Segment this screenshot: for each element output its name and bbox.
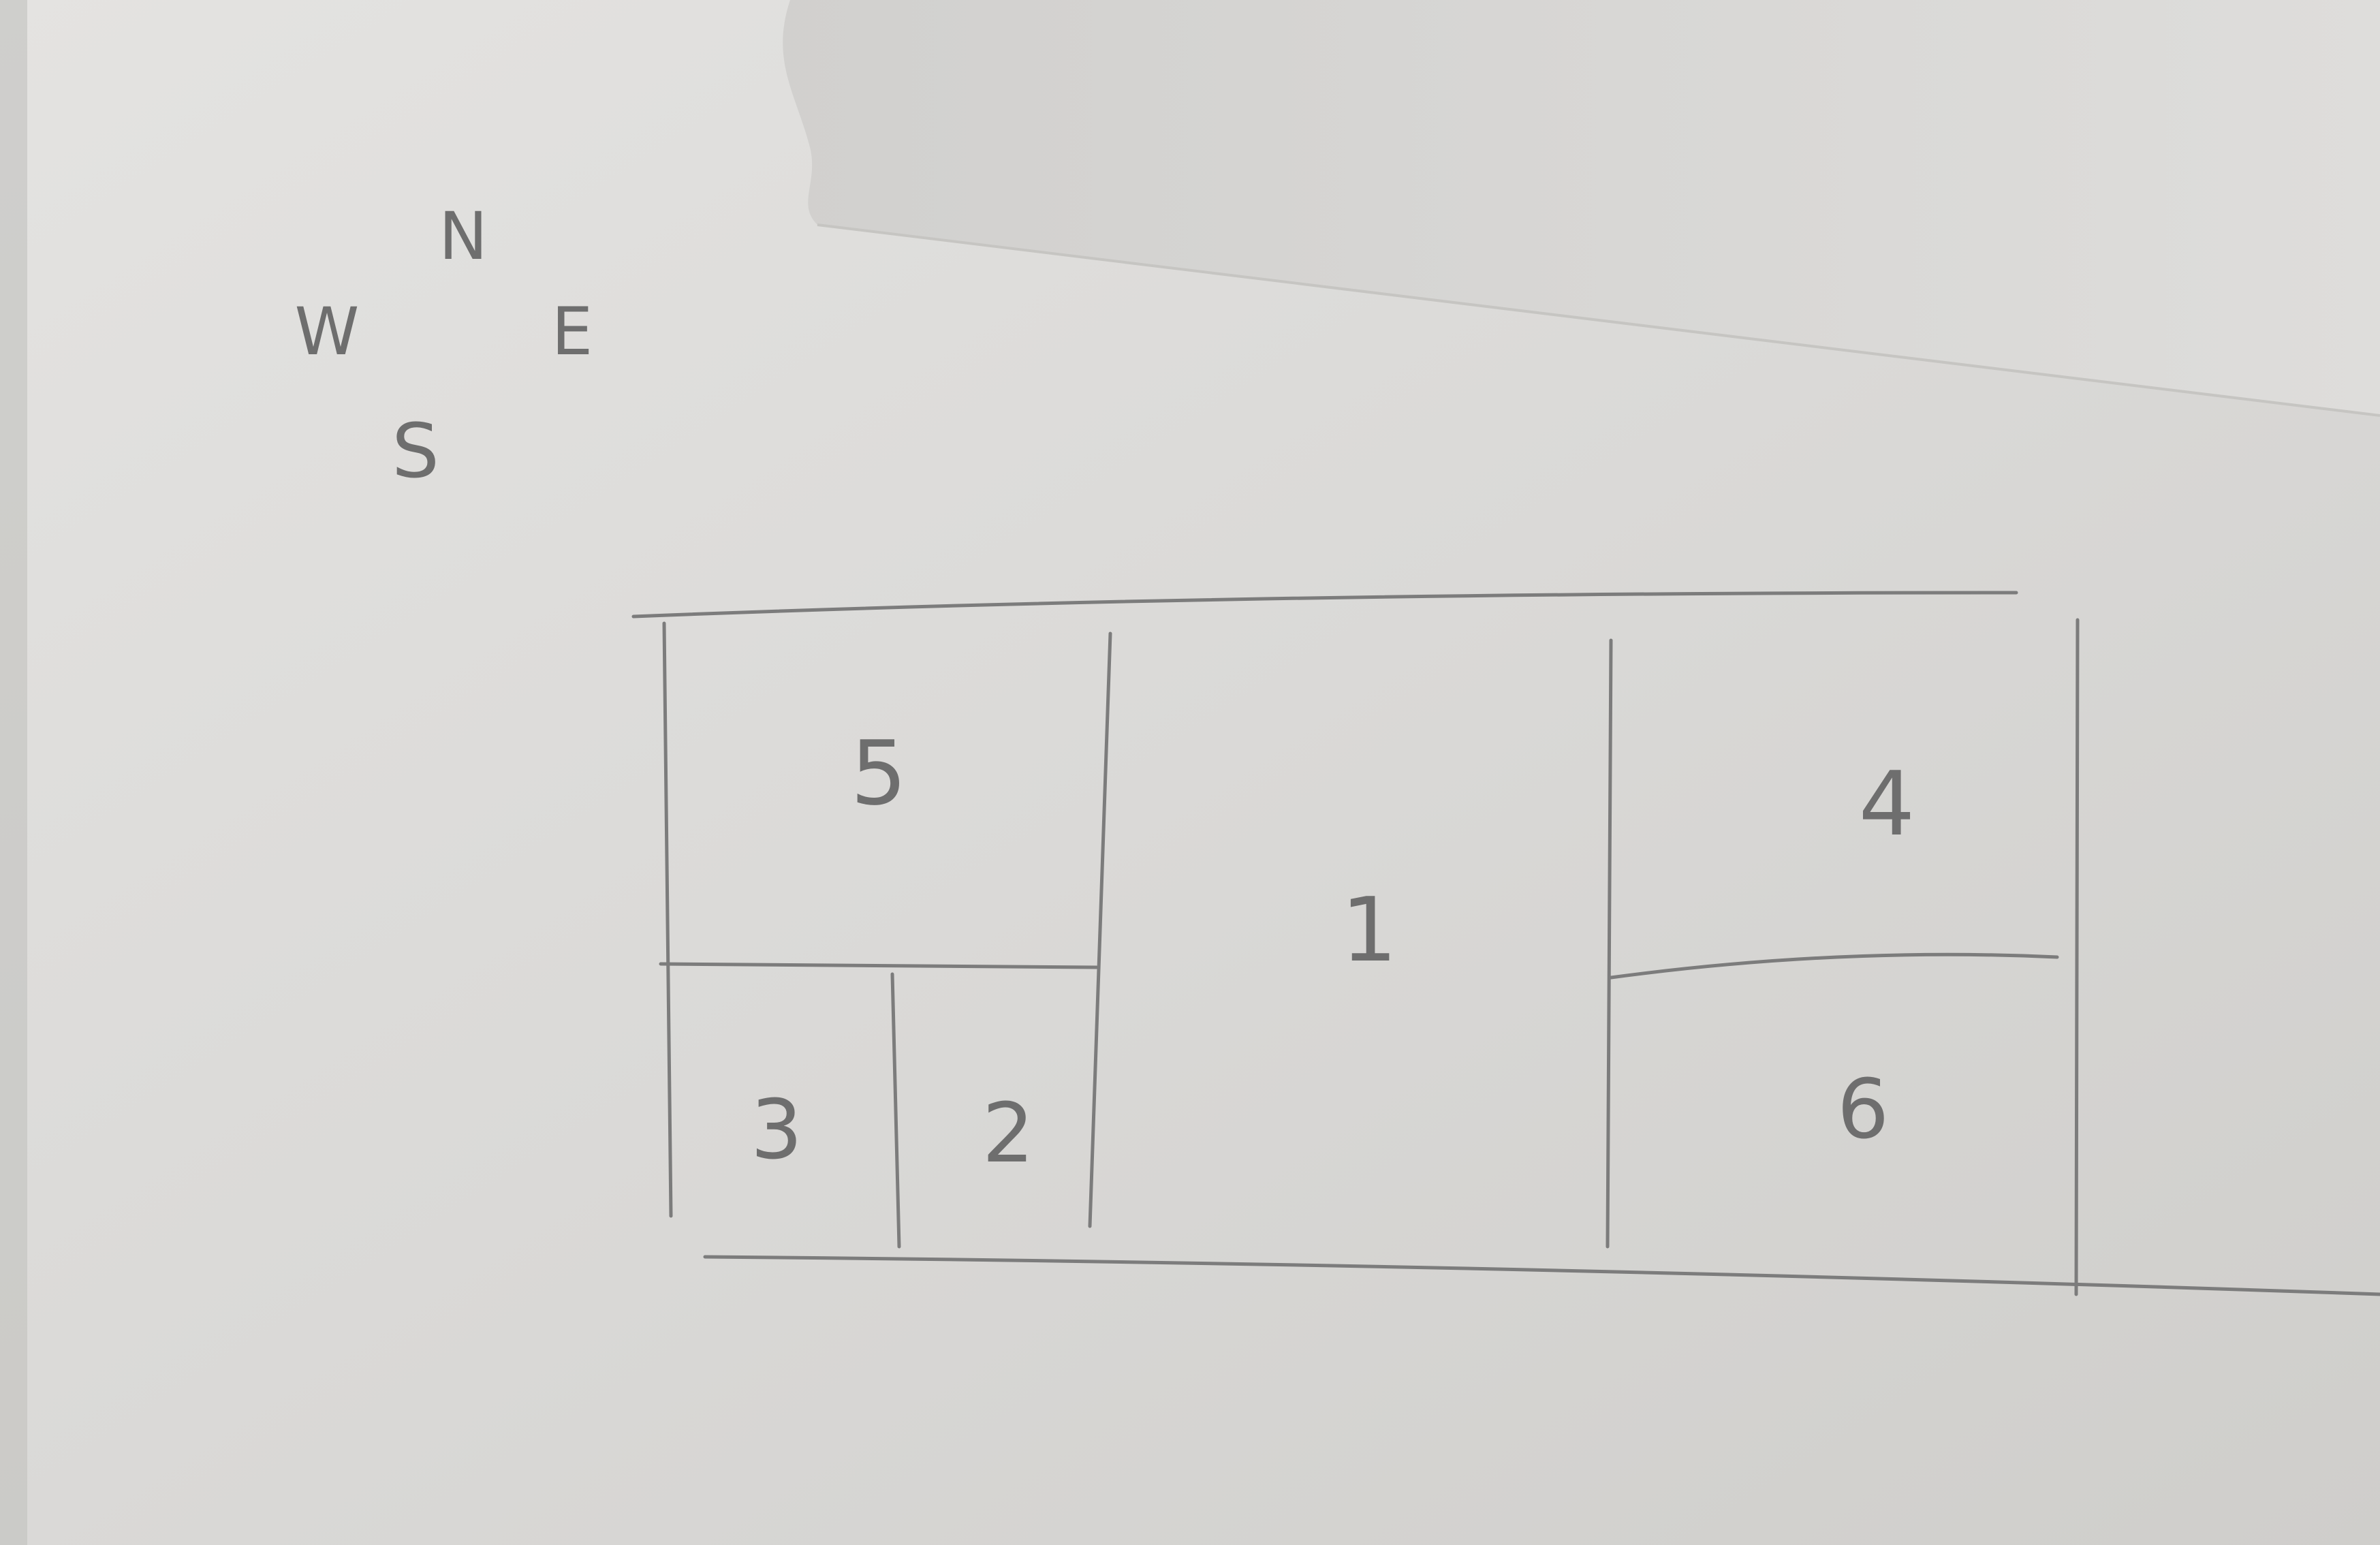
compass-north: N bbox=[439, 198, 488, 275]
compass-west: W bbox=[295, 294, 360, 370]
floor-plan bbox=[631, 591, 2380, 1296]
room-1-label: 1 bbox=[1341, 878, 1398, 982]
compass-east: E bbox=[552, 294, 593, 370]
wall-divider-west bbox=[1088, 631, 1112, 1228]
wall-room5-south bbox=[659, 962, 1099, 969]
room-4-label: 4 bbox=[1859, 752, 1915, 856]
wall-bottom bbox=[703, 1255, 2380, 1296]
compass: N W E S bbox=[295, 198, 593, 495]
wall-room4-south bbox=[1609, 952, 2059, 980]
sheet-edge bbox=[817, 223, 2380, 417]
wall-right bbox=[2074, 618, 2080, 1296]
room-6-label: 6 bbox=[1837, 1063, 1889, 1157]
wall-left bbox=[662, 621, 673, 1218]
room-5-label: 5 bbox=[851, 721, 907, 825]
room-2-label: 2 bbox=[982, 1087, 1034, 1181]
compass-south: S bbox=[392, 407, 439, 495]
left-edge-shadow bbox=[0, 0, 27, 1545]
wall-divider-east bbox=[1606, 638, 1613, 1249]
room-labels: 5 1 4 3 2 6 bbox=[751, 721, 1915, 1181]
wall-room3-room2 bbox=[890, 972, 901, 1249]
room-3-label: 3 bbox=[751, 1083, 802, 1178]
wall-top bbox=[631, 591, 2018, 619]
